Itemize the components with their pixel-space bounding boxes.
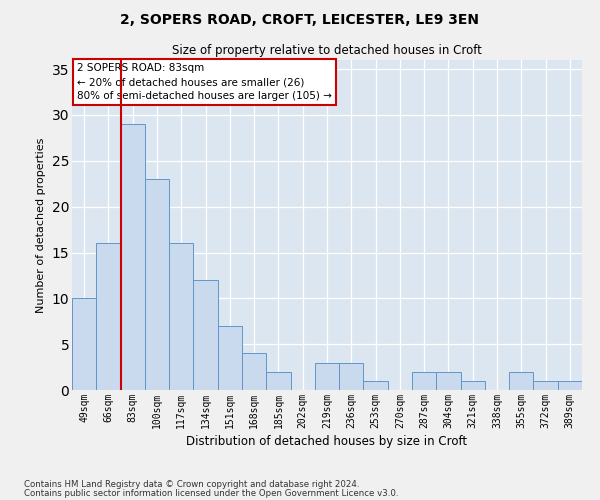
Bar <box>509 372 533 390</box>
Bar <box>558 381 582 390</box>
Text: Contains public sector information licensed under the Open Government Licence v3: Contains public sector information licen… <box>24 488 398 498</box>
Bar <box>315 362 339 390</box>
Bar <box>412 372 436 390</box>
Bar <box>242 354 266 390</box>
Bar <box>364 381 388 390</box>
Bar <box>96 244 121 390</box>
Bar <box>266 372 290 390</box>
Bar <box>461 381 485 390</box>
Bar <box>193 280 218 390</box>
Bar <box>121 124 145 390</box>
Bar <box>533 381 558 390</box>
Title: Size of property relative to detached houses in Croft: Size of property relative to detached ho… <box>172 44 482 58</box>
Bar <box>72 298 96 390</box>
Text: Contains HM Land Registry data © Crown copyright and database right 2024.: Contains HM Land Registry data © Crown c… <box>24 480 359 489</box>
Bar <box>145 179 169 390</box>
Y-axis label: Number of detached properties: Number of detached properties <box>36 138 46 312</box>
Text: 2 SOPERS ROAD: 83sqm
← 20% of detached houses are smaller (26)
80% of semi-detac: 2 SOPERS ROAD: 83sqm ← 20% of detached h… <box>77 64 332 102</box>
X-axis label: Distribution of detached houses by size in Croft: Distribution of detached houses by size … <box>187 435 467 448</box>
Text: 2, SOPERS ROAD, CROFT, LEICESTER, LE9 3EN: 2, SOPERS ROAD, CROFT, LEICESTER, LE9 3E… <box>121 12 479 26</box>
Bar <box>436 372 461 390</box>
Bar <box>169 244 193 390</box>
Bar <box>339 362 364 390</box>
Bar <box>218 326 242 390</box>
